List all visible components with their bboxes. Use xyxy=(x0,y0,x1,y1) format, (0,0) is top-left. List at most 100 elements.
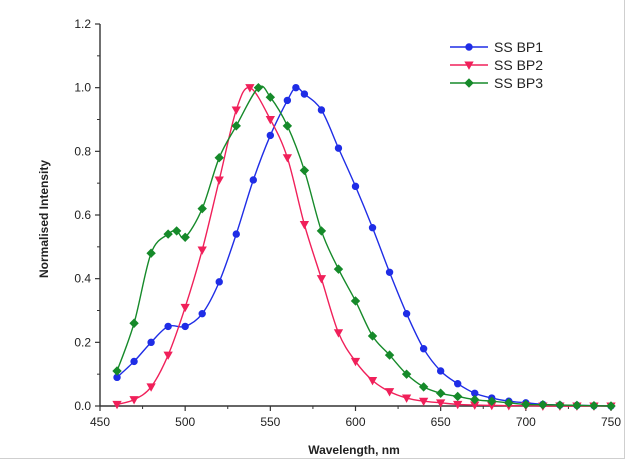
data-point xyxy=(350,357,361,367)
data-point xyxy=(334,144,343,152)
legend-marker xyxy=(464,78,474,88)
data-point xyxy=(367,331,378,341)
y-tick-label: 1.2 xyxy=(74,17,91,31)
data-point xyxy=(282,121,293,131)
data-point xyxy=(350,296,361,306)
data-point xyxy=(555,400,565,410)
data-point xyxy=(572,400,582,411)
data-point xyxy=(452,391,463,402)
data-point xyxy=(367,377,378,386)
y-tick-label: 0.0 xyxy=(74,399,91,413)
data-point xyxy=(112,400,122,410)
data-point xyxy=(214,176,224,185)
data-point xyxy=(231,121,241,131)
data-point xyxy=(316,226,327,236)
data-point xyxy=(164,322,172,331)
data-point xyxy=(265,92,276,102)
data-point xyxy=(333,264,344,274)
data-point xyxy=(198,309,206,318)
data-point xyxy=(368,224,377,232)
data-point xyxy=(299,165,310,176)
data-point xyxy=(504,398,514,408)
series-line-1 xyxy=(116,86,612,407)
data-point xyxy=(146,248,156,258)
data-point xyxy=(265,116,275,125)
series-line-3 xyxy=(116,85,612,407)
legend-label: SS BP2 xyxy=(494,57,543,73)
data-point xyxy=(171,226,182,236)
data-point xyxy=(180,303,190,313)
data-point xyxy=(316,275,327,284)
data-point xyxy=(214,152,224,163)
data-point xyxy=(253,82,264,93)
data-point xyxy=(215,278,223,286)
x-tick-label: 750 xyxy=(601,415,621,429)
data-point xyxy=(470,394,480,405)
x-tick-label: 700 xyxy=(516,415,536,429)
data-point xyxy=(266,131,275,140)
legend-label: SS BP1 xyxy=(494,39,543,55)
y-tick-label: 0.4 xyxy=(74,272,91,286)
series-line-2 xyxy=(116,86,611,407)
data-point xyxy=(163,229,173,239)
data-point xyxy=(402,309,411,318)
data-point xyxy=(146,383,156,392)
data-point xyxy=(351,182,360,191)
data-point xyxy=(521,399,531,410)
data-point xyxy=(401,394,412,403)
x-tick-label: 600 xyxy=(345,415,365,429)
x-tick-label: 500 xyxy=(175,415,195,429)
data-point xyxy=(245,84,255,93)
data-point xyxy=(292,83,300,92)
data-point xyxy=(384,350,395,360)
data-point xyxy=(180,232,190,242)
data-point xyxy=(300,90,309,98)
data-point xyxy=(249,176,258,184)
data-point xyxy=(282,154,293,163)
data-point xyxy=(231,106,241,115)
data-point xyxy=(454,380,462,388)
y-axis-title: Normalised Intensity xyxy=(37,160,51,278)
legend-marker xyxy=(465,43,473,51)
data-point xyxy=(606,401,616,411)
series-lines xyxy=(116,85,612,407)
series-markers xyxy=(112,82,616,411)
data-point xyxy=(538,400,548,410)
data-point xyxy=(129,396,139,405)
data-point xyxy=(163,351,173,360)
data-point xyxy=(419,345,428,353)
legend-marker xyxy=(464,61,474,70)
data-point xyxy=(112,366,122,376)
data-point xyxy=(197,203,207,214)
legend-label: SS BP3 xyxy=(494,75,543,91)
data-point xyxy=(384,388,395,397)
data-point xyxy=(418,397,429,407)
y-tick-label: 0.6 xyxy=(74,208,91,222)
data-point xyxy=(436,399,446,408)
data-point xyxy=(487,396,497,406)
data-point xyxy=(130,357,138,366)
x-tick-label: 550 xyxy=(260,415,280,429)
x-tick-label: 650 xyxy=(431,415,451,429)
data-point xyxy=(283,96,292,105)
data-point xyxy=(418,382,429,392)
data-point xyxy=(317,106,326,114)
y-tick-label: 1.0 xyxy=(74,81,91,95)
data-point xyxy=(181,322,189,331)
data-point xyxy=(401,369,412,379)
data-point xyxy=(385,268,394,276)
data-point xyxy=(453,400,463,410)
data-point xyxy=(436,367,445,375)
data-point xyxy=(435,388,446,398)
y-tick-label: 0.8 xyxy=(74,144,91,158)
x-axis-title: Wavelength, nm xyxy=(308,443,400,457)
data-point xyxy=(147,338,155,347)
data-point xyxy=(333,329,344,338)
data-point xyxy=(129,318,139,328)
y-tick-label: 0.2 xyxy=(74,335,91,349)
legend: SS BP1 SS BP2 SS BP3 xyxy=(450,39,543,91)
x-tick-label: 450 xyxy=(90,415,110,429)
data-point xyxy=(232,230,240,238)
